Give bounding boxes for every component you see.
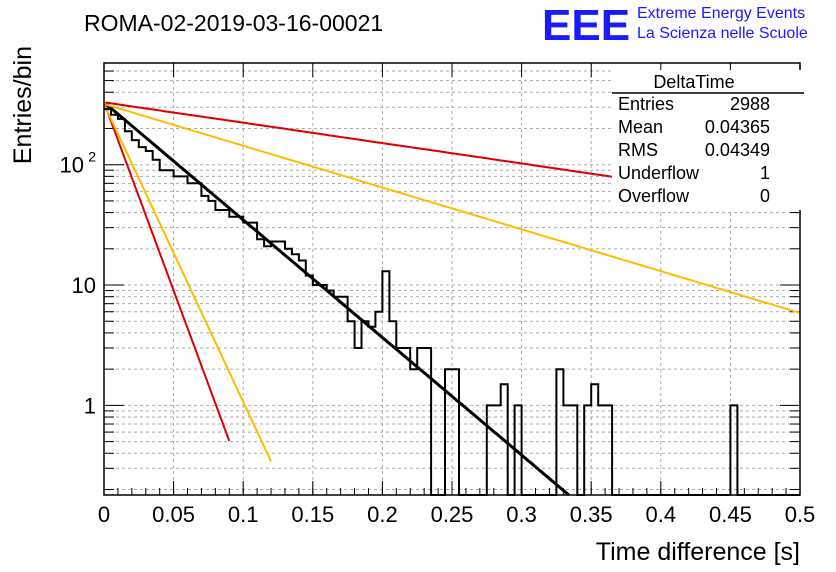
x-tick-label: 0.05 (152, 502, 195, 527)
stats-row-value: 2988 (730, 94, 770, 114)
stats-row-label: RMS (618, 140, 658, 160)
x-tick-label: 0.45 (709, 502, 752, 527)
y-tick-exponent: 2 (88, 149, 96, 165)
x-tick-label: 0.15 (291, 502, 334, 527)
x-tick-label: 0.3 (506, 502, 537, 527)
x-axis-title: Time difference [s] (596, 538, 800, 566)
stats-row-label: Overflow (618, 186, 690, 206)
stats-row-value: 0 (760, 186, 770, 206)
stats-box: DeltaTime Entries 2988 Mean 0.04365 RMS 0.043… (612, 70, 804, 210)
x-tick-label: 0.5 (785, 502, 816, 527)
reference-curves (104, 101, 801, 497)
orange-reference-curve (105, 103, 801, 314)
y-tick-label: 1 (84, 393, 96, 418)
eee-logo: EEE (542, 1, 630, 50)
red-reference-curve (104, 105, 231, 442)
x-tick-label: 0 (98, 502, 110, 527)
x-tick-label: 0.2 (367, 502, 398, 527)
plot-frame (103, 62, 801, 496)
x-tick-label: 0.35 (570, 502, 613, 527)
stats-row-value: 0.04365 (705, 117, 770, 137)
stats-row-value: 1 (760, 163, 770, 183)
stats-row-label: Entries (618, 94, 674, 114)
y-tick-label: 10 (60, 153, 84, 178)
y-axis-title: Entries/bin (9, 46, 37, 164)
stats-title: DeltaTime (653, 72, 734, 92)
stats-row-label: Underflow (618, 163, 700, 183)
stats-row-label: Mean (618, 117, 663, 137)
x-tick-label: 0.25 (431, 502, 474, 527)
x-tick-label: 0.4 (646, 502, 677, 527)
fit-curve (104, 102, 570, 497)
org-name-line2: La Scienza nelle Scuole (637, 25, 808, 42)
x-tick-label: 0.1 (228, 502, 259, 527)
orange-reference-curve (104, 106, 272, 462)
x-axis: 0 0.05 0.1 0.15 0.2 0.25 0.3 0.35 0.4 0.45 0.5 (98, 63, 815, 527)
stats-row-value: 0.04349 (705, 140, 770, 160)
org-name-line1: Extreme Energy Events (637, 5, 805, 22)
run-title: ROMA-02-2019-03-16-00021 (84, 10, 383, 36)
y-tick-label: 10 (72, 273, 96, 298)
